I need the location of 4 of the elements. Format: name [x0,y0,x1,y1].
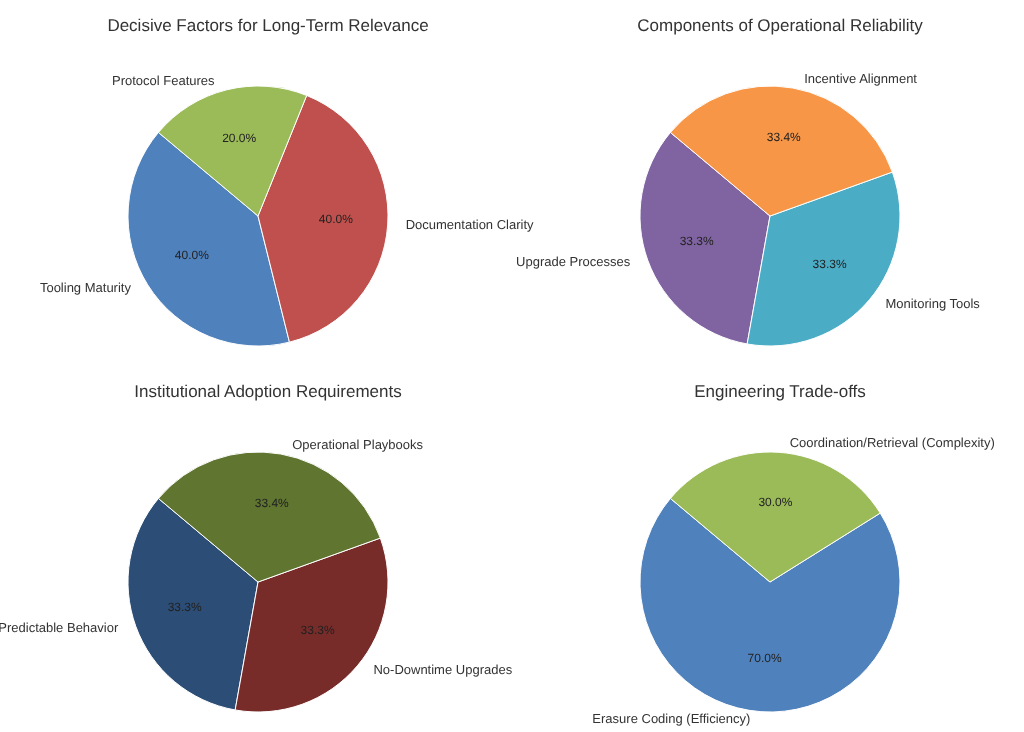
chart-title: Decisive Factors for Long-Term Relevance [107,15,430,35]
chart-title: Engineering Trade-offs [694,381,866,401]
chart-title: Components of Operational Reliability [637,15,925,35]
chart-title: Institutional Adoption Requirements [134,381,402,401]
